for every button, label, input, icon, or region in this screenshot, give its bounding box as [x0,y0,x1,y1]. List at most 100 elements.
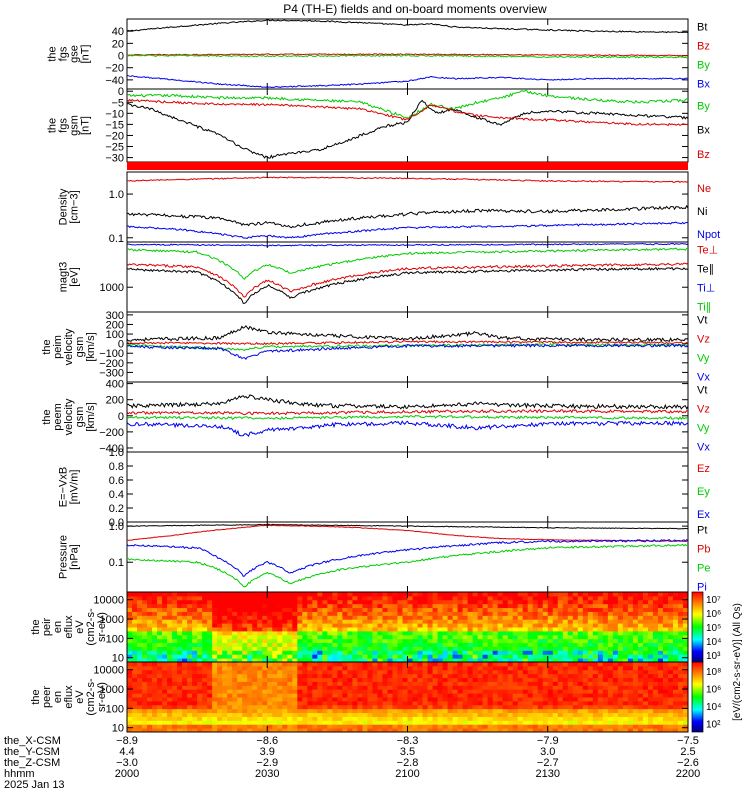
spectrogram-cell [162,669,168,675]
spectrogram-cell [412,654,419,659]
spectrogram-cell [162,634,168,640]
spectrogram-cell [377,728,383,733]
series-line-Vz [126,409,689,416]
spectrogram-cell [507,728,514,733]
spectrogram-cell [222,603,228,609]
legend-entry: Ti∥ [697,301,711,313]
spectrogram-cell [542,724,549,729]
spectrogram-cell [237,700,243,706]
spectrogram-cell [252,712,258,717]
spectrogram-cell [442,681,449,686]
spectrogram-cell [422,673,429,679]
spectrogram-cell [512,720,519,725]
spectrogram-cell [332,665,338,671]
spectrogram-cell [657,720,664,725]
spectrogram-cell [407,595,414,601]
spectrogram-cell [132,599,138,605]
spectrogram-cell [367,611,373,616]
spectrogram-cell [227,720,233,725]
spectrogram-cell [417,642,424,647]
y-axis-label: fgs [58,118,70,133]
spectrogram-cell [197,619,203,624]
spectrogram-cell [607,623,614,628]
spectrogram-cell [157,634,163,640]
spectrogram-cell [262,697,268,702]
spectrogram-cell [537,712,544,717]
spectrogram-cell [227,728,233,733]
spectrogram-cell [442,595,449,601]
spectrogram-cell [137,685,143,690]
spectrogram-cell [402,638,408,644]
spectrogram-cell [592,669,599,675]
spectrogram-cell [402,599,408,605]
spectrogram-cell [332,630,338,636]
spectrogram-cell [372,681,378,686]
spectrogram-cell [652,627,659,632]
spectrogram-cell [612,704,619,710]
spectrogram-cell [157,673,163,679]
spectrogram-cell [202,603,208,609]
spectrogram-cell [652,685,659,690]
spectrogram-cell [472,619,479,624]
spectrogram-cell [237,654,243,659]
spectrogram-cell [562,673,569,679]
spectrogram-cell [677,685,684,690]
spectrogram-cell [387,611,393,616]
spectrogram-cell [142,650,148,655]
spectrogram-cell [187,658,193,663]
spectrogram-cell [232,662,238,667]
spectrogram-cell [517,607,524,612]
spectrogram-cell [452,716,459,721]
spectrogram-cell [562,693,569,698]
spectrogram-cell [627,638,634,644]
legend-entry: Pb [697,544,710,556]
spectrogram-cell [342,662,348,667]
spectrogram-cell [347,599,353,605]
spectrogram-cell [617,704,624,710]
spectrogram-cell [567,619,574,624]
spectrogram-cell [472,623,479,628]
spectrogram-cell [517,619,524,624]
spectrogram-cell [652,638,659,644]
spectrogram-cell [532,595,539,601]
spectrogram-cell [162,677,168,682]
spectrogram-cell [627,599,634,605]
spectrogram-cell [177,662,183,667]
spectrogram-cell [512,681,519,686]
spectrogram-cell [592,677,599,682]
spectrogram-cell [342,646,348,651]
spectrogram-cell [562,611,569,616]
spectrogram-cell [232,627,238,632]
spectrogram-cell [127,716,133,721]
spectrogram-cell [372,642,378,647]
spectrogram-cell [247,720,253,725]
spectrogram-cell [157,615,163,620]
spectrogram-cell [432,630,439,636]
spectrogram-cell [257,599,263,605]
spectrogram-cell [497,662,504,667]
spectrogram-cell [667,700,674,706]
spectrogram-cell [497,677,504,682]
spectrogram-cell [167,665,173,671]
spectrogram-cell [397,724,403,729]
spectrogram-cell [517,669,524,675]
spectrogram-cell [227,650,233,655]
spectrogram-cell [312,595,318,601]
spectrogram-cell [442,712,449,717]
spectrogram-cell [682,615,689,620]
spectrogram-cell [512,630,519,636]
spectrogram-cell [417,592,424,597]
spectrogram-cell [602,685,609,690]
spectrogram-cell [252,595,258,601]
spectrogram-cell [137,669,143,675]
spectrogram-cell [517,654,524,659]
spectrogram-cell [647,650,654,655]
spectrogram-cell [607,697,614,702]
spectrogram-cell [172,619,178,624]
spectrogram-cell [342,595,348,601]
spectrogram-cell [282,654,288,659]
spectrogram-cell [497,712,504,717]
spectrogram-cell [682,595,689,601]
spectrogram-cell [397,716,403,721]
spectrogram-cell [297,700,303,706]
